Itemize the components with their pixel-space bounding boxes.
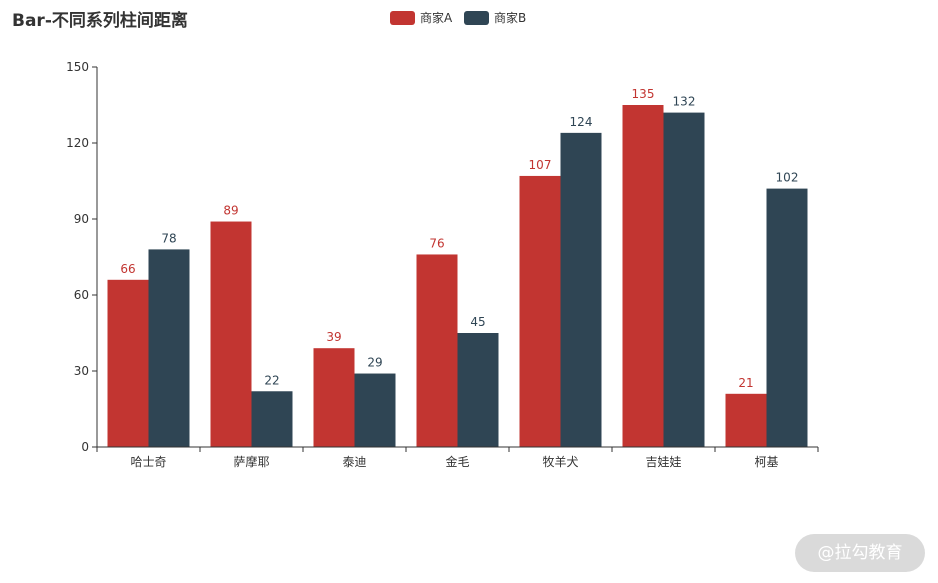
bar-a-3 bbox=[416, 254, 458, 447]
y-tick-label-1: 30 bbox=[74, 364, 89, 378]
x-tick-label-0: 哈士奇 bbox=[130, 455, 166, 469]
y-tick-label-0: 0 bbox=[81, 440, 89, 454]
bar-label-b-1: 22 bbox=[264, 373, 279, 387]
x-axis: 哈士奇 萨摩耶 泰迪 金毛 牧羊犬 吉娃娃 柯基 bbox=[96, 446, 819, 469]
bar-label-b-3: 45 bbox=[470, 315, 485, 329]
bar-b-0 bbox=[148, 249, 190, 447]
bar-label-a-1: 89 bbox=[223, 204, 238, 218]
bar-label-a-3: 76 bbox=[429, 236, 444, 250]
bar-b-1 bbox=[251, 391, 293, 447]
bar-b-6 bbox=[766, 188, 808, 447]
legend-swatch-a[interactable] bbox=[390, 11, 415, 25]
bar-label-b-0: 78 bbox=[161, 231, 176, 245]
y-tick-label-2: 60 bbox=[74, 288, 89, 302]
bar-b-2 bbox=[354, 373, 396, 447]
x-tick-label-1: 萨摩耶 bbox=[233, 454, 269, 469]
bar-label-b-5: 132 bbox=[673, 95, 696, 109]
bar-a-1 bbox=[210, 221, 252, 447]
bars bbox=[107, 105, 808, 447]
bar-label-a-4: 107 bbox=[529, 158, 552, 172]
bar-label-a-0: 66 bbox=[120, 262, 135, 276]
x-tick-label-5: 吉娃娃 bbox=[645, 455, 681, 469]
y-tick-label-3: 90 bbox=[74, 212, 89, 226]
x-tick-label-3: 金毛 bbox=[445, 454, 469, 469]
bar-a-4 bbox=[519, 175, 561, 447]
bar-labels: 66 89 39 76 107 135 21 78 22 29 45 124 132 102 bbox=[120, 87, 798, 390]
bar-a-2 bbox=[313, 348, 355, 447]
y-tick-label-5: 150 bbox=[66, 60, 89, 74]
bar-label-a-6: 21 bbox=[738, 376, 753, 390]
y-axis: 0 30 60 90 120 150 bbox=[66, 60, 98, 454]
bar-label-a-5: 135 bbox=[632, 87, 655, 101]
bar-a-0 bbox=[107, 279, 149, 447]
x-tick-label-2: 泰迪 bbox=[342, 455, 366, 469]
bar-label-b-4: 124 bbox=[570, 115, 593, 129]
bar-label-a-2: 39 bbox=[326, 330, 341, 344]
bar-label-b-6: 102 bbox=[776, 171, 799, 185]
bar-b-5 bbox=[663, 112, 705, 447]
legend-swatch-b[interactable] bbox=[464, 11, 489, 25]
bar-a-5 bbox=[622, 105, 664, 447]
bar-b-3 bbox=[457, 333, 499, 447]
legend: 商家A 商家B bbox=[390, 10, 526, 25]
y-tick-label-4: 120 bbox=[66, 136, 89, 150]
x-tick-label-6: 柯基 bbox=[754, 455, 778, 469]
bar-a-6 bbox=[725, 393, 767, 447]
bar-label-b-2: 29 bbox=[367, 356, 382, 370]
legend-label-a[interactable]: 商家A bbox=[420, 10, 453, 25]
x-tick-label-4: 牧羊犬 bbox=[542, 454, 578, 469]
watermark: @拉勾教育 bbox=[795, 534, 925, 572]
legend-label-b[interactable]: 商家B bbox=[494, 10, 526, 25]
bar-b-4 bbox=[560, 132, 602, 447]
chart-title: Bar-不同系列柱间距离 bbox=[12, 10, 188, 31]
